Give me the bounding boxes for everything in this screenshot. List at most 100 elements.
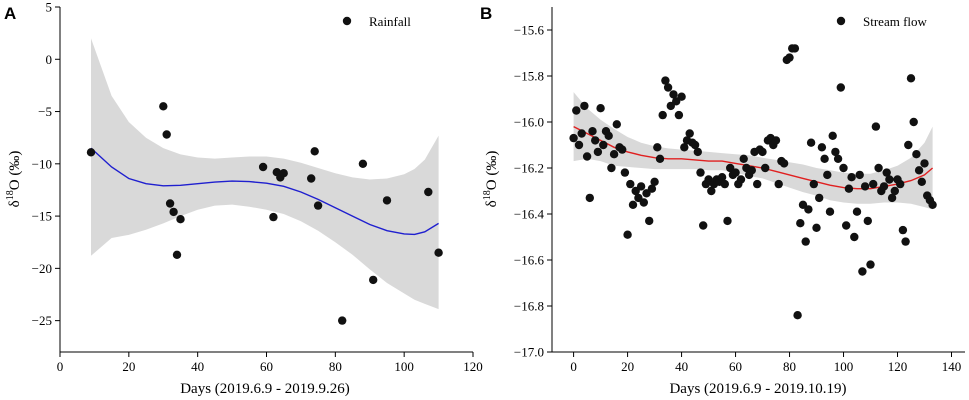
data-point (828, 131, 837, 140)
data-point (901, 237, 910, 246)
panel-b-y-axis-label: δ18O (‰) (482, 151, 500, 208)
x-tick-label: 120 (888, 359, 908, 374)
y-tick-label: −16.6 (514, 253, 545, 268)
data-point (358, 159, 368, 168)
data-point (836, 83, 845, 92)
data-point (669, 90, 678, 99)
data-point (599, 140, 608, 150)
data-point (677, 92, 686, 101)
data-point (172, 250, 182, 259)
x-tick-label: 60 (729, 359, 742, 374)
data-point (850, 232, 859, 242)
panel-b-chart: B 0 20 40 60 80 100 120 140 −15.6 −15.8 −16.0 −16.2… (480, 4, 965, 397)
data-point (258, 162, 268, 172)
data-point (885, 175, 894, 184)
data-point (307, 174, 316, 183)
data-point (842, 221, 851, 230)
data-point (588, 127, 597, 136)
panel-b-legend-marker (836, 16, 846, 26)
data-point (855, 170, 864, 180)
data-point (739, 154, 748, 163)
data-point (869, 179, 878, 189)
panel-a-letter: A (4, 4, 16, 23)
x-tick-label: 120 (463, 359, 483, 374)
data-point (887, 193, 897, 203)
data-point (917, 177, 926, 186)
data-point (898, 225, 908, 235)
data-point (815, 193, 824, 203)
data-point (809, 179, 818, 189)
data-point (623, 230, 632, 239)
y-tick-label: −17.0 (514, 345, 544, 360)
data-point (279, 169, 288, 178)
y-tick-label: −15 (32, 209, 52, 224)
x-tick-label: 100 (834, 359, 854, 374)
panel-a-y-axis-label: δ18O (‰) (5, 151, 23, 208)
panel-a-x-axis-label: Days (2019.6.9 - 2019.9.26) (180, 381, 350, 397)
data-point (593, 147, 603, 157)
panel-b-confidence-band-group (573, 92, 933, 210)
x-tick-label: 20 (122, 359, 135, 374)
data-point (871, 122, 881, 131)
data-point (801, 237, 810, 246)
y-tick-label: −10 (32, 156, 52, 171)
y-tick-label: −5 (38, 104, 52, 119)
x-tick-label: 40 (191, 359, 204, 374)
y-tick-label: −20 (32, 261, 52, 276)
data-point (159, 102, 168, 111)
data-point (612, 120, 621, 129)
x-tick-label: 0 (570, 359, 577, 374)
data-point (790, 44, 800, 53)
data-point (685, 129, 694, 138)
data-point (313, 201, 323, 210)
data-point (817, 143, 827, 152)
panel-a-legend: Rainfall (342, 14, 411, 29)
panel-a-points-group (86, 102, 443, 325)
data-point (860, 182, 870, 191)
data-point (761, 163, 770, 173)
data-point (165, 199, 175, 208)
x-tick-label: 80 (329, 359, 342, 374)
data-point (753, 179, 762, 189)
data-point (338, 316, 347, 325)
data-point (920, 159, 929, 168)
data-point (582, 152, 592, 161)
data-point (369, 275, 378, 285)
data-point (858, 267, 867, 276)
panel-a-axes: 0 20 40 60 80 100 120 5 0 −5 −10 −15 −20 −25 (32, 0, 483, 374)
panel-a-confidence-band-group (91, 38, 439, 310)
data-point (620, 168, 630, 177)
data-point (645, 216, 654, 226)
data-point (580, 101, 589, 111)
data-point (577, 129, 586, 138)
data-point (771, 136, 781, 145)
data-point (707, 186, 716, 196)
data-point (310, 147, 319, 156)
data-point (663, 83, 673, 92)
panel-b-points-group (569, 44, 937, 320)
data-point (574, 140, 584, 150)
data-point (674, 110, 684, 120)
x-tick-label: 40 (675, 359, 688, 374)
x-tick-label: 140 (942, 359, 962, 374)
panel-b-legend-label: Stream flow (863, 14, 928, 29)
data-point (591, 136, 600, 145)
data-point (796, 219, 805, 228)
data-point (639, 198, 648, 207)
data-point (879, 182, 889, 191)
data-point (806, 138, 816, 147)
data-point (820, 154, 829, 163)
data-point (831, 147, 840, 157)
fit-curve (90, 147, 439, 236)
data-point (882, 168, 891, 177)
y-tick-label: 0 (46, 52, 53, 67)
data-point (690, 140, 700, 150)
y-label-rest: O (‰) (484, 151, 500, 191)
panel-a-fit-curve-group (90, 147, 439, 236)
data-point (636, 182, 646, 191)
data-point (628, 200, 638, 209)
data-point (604, 131, 613, 140)
panel-b-legend: Stream flow (836, 14, 928, 29)
x-tick-label: 20 (621, 359, 634, 374)
y-label-delta: δ (7, 200, 23, 207)
